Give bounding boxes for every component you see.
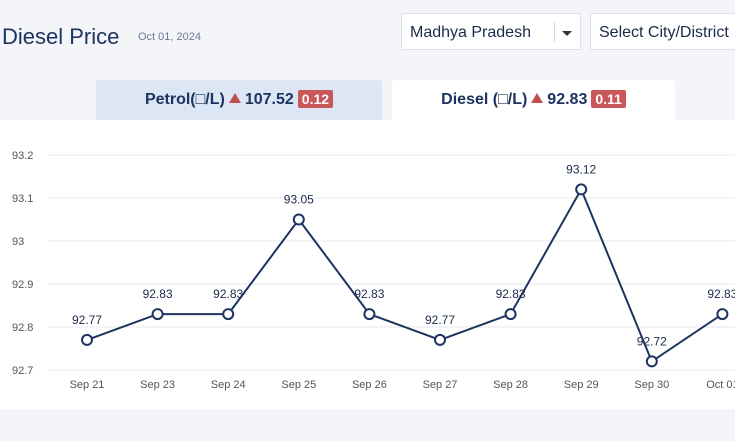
data-label: 93.05 [284, 193, 314, 207]
data-label: 92.83 [213, 287, 243, 301]
data-point [716, 308, 729, 321]
data-point [363, 308, 376, 321]
price-up-icon [228, 93, 241, 103]
y-tick-label: 92.9 [12, 279, 33, 291]
page-header: Diesel Price Oct 01, 2024 Madhya Pradesh… [0, 0, 735, 72]
y-tick-label: 93 [12, 236, 24, 248]
price-up-icon [531, 93, 544, 103]
data-point [222, 308, 235, 321]
chevron-down-icon[interactable] [562, 31, 572, 36]
state-dropdown[interactable]: Madhya Pradesh [401, 13, 581, 50]
data-point [434, 333, 446, 346]
data-point [292, 213, 305, 226]
x-tick-label: Oct 01 [706, 379, 735, 391]
data-point [645, 355, 658, 368]
data-label: 92.83 [707, 287, 735, 301]
y-tick-label: 92.8 [12, 322, 33, 334]
data-point [151, 308, 164, 321]
x-tick-label: Sep 26 [352, 379, 387, 391]
data-label: 92.83 [143, 287, 173, 301]
tab-diesel-change-badge: 0.11 [591, 90, 626, 108]
price-line-chart: 92.7 92.8 92.9 93 93.1 93.2 Sep 21 Sep 23 Sep 24… [12, 150, 735, 391]
y-tick-label: 92.7 [12, 365, 33, 377]
data-label: 92.83 [496, 287, 526, 301]
data-label: 93.12 [566, 162, 596, 176]
x-tick-label: Sep 25 [281, 379, 316, 391]
state-dropdown-value: Madhya Pradesh [410, 24, 531, 41]
x-tick-label: Sep 24 [211, 379, 246, 391]
tab-diesel-price: 92.83 [547, 91, 588, 108]
page-title: Diesel Price [2, 24, 120, 49]
tab-petrol[interactable]: Petrol(□/L) 107.52 0.12 [96, 80, 382, 120]
tab-diesel-row: Diesel (□/L) 92.83 0.11 [392, 90, 675, 109]
price-chart-card: 92.7 92.8 92.9 93 93.1 93.2 Sep 21 Sep 23 Sep 24… [0, 120, 735, 409]
tab-petrol-change-badge: 0.12 [297, 90, 334, 108]
tab-petrol-label: Petrol(□/L) [144, 91, 225, 108]
x-tick-label: Sep 27 [423, 379, 458, 391]
data-label: 92.72 [637, 334, 667, 348]
tab-petrol-row: Petrol(□/L) 107.52 0.12 [96, 90, 382, 109]
y-tick-label: 93.2 [12, 150, 33, 162]
tab-petrol-price: 107.52 [244, 91, 294, 108]
x-tick-label: Sep 28 [493, 379, 528, 391]
dropdown-divider [554, 22, 555, 42]
city-dropdown[interactable]: Select City/District [590, 13, 735, 50]
x-tick-label: Sep 23 [140, 379, 175, 391]
series-line [86, 187, 723, 363]
x-tick-label: Sep 29 [564, 379, 599, 391]
data-label: 92.77 [72, 313, 102, 327]
data-point [81, 333, 93, 346]
data-label: 92.83 [354, 287, 384, 301]
data-point [575, 183, 588, 196]
data-point [504, 308, 517, 321]
x-tick-label: Sep 30 [634, 379, 669, 391]
price-date: Oct 01, 2024 [138, 31, 201, 43]
x-tick-label: Sep 21 [70, 379, 105, 391]
city-dropdown-placeholder: Select City/District [599, 24, 729, 41]
y-tick-label: 93.1 [12, 193, 33, 205]
data-label: 92.77 [425, 313, 455, 327]
tab-diesel-label: Diesel (□/L) [441, 91, 528, 108]
tab-diesel[interactable]: Diesel (□/L) 92.83 0.11 [392, 80, 675, 120]
